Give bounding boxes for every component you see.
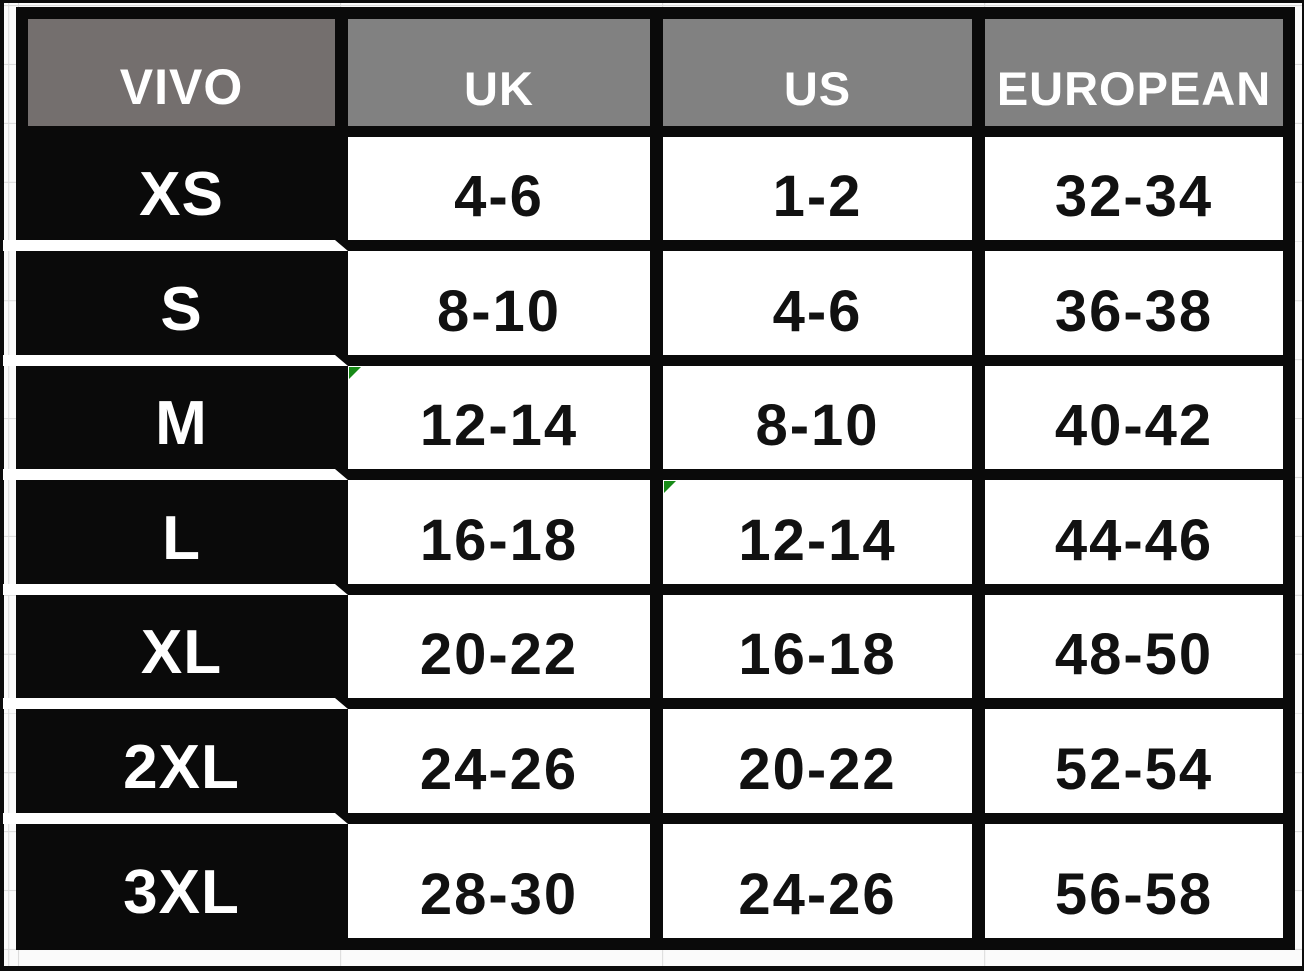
size-value-text: 36-38 — [1054, 278, 1214, 344]
row-size-label: M — [3, 365, 348, 481]
size-value-cell: 52-54 — [985, 709, 1283, 824]
size-value-cell: 36-38 — [985, 251, 1283, 366]
size-value-text: 8-10 — [755, 393, 880, 459]
size-value-text: 16-18 — [419, 507, 579, 573]
size-value-text: 44-46 — [1054, 507, 1214, 573]
size-value-text: 32-34 — [1054, 164, 1214, 230]
size-value-cell: 40-42 — [985, 365, 1283, 481]
column-header-label: EUROPEAN — [996, 62, 1272, 115]
column-header-european: EUROPEAN — [985, 19, 1283, 137]
size-value-cell: 48-50 — [985, 594, 1283, 710]
size-label-text: M — [155, 389, 208, 459]
size-value-text: 40-42 — [1054, 393, 1214, 459]
size-value-cell: 20-22 — [663, 709, 985, 824]
size-value-text: 48-50 — [1054, 622, 1214, 688]
size-label-text: 2XL — [123, 732, 240, 802]
size-chart-table: VIVO UK US EUROPEAN XS 4-6 1-2 32-34 S 8-10 4-… — [3, 7, 1295, 950]
size-value-cell: 12-14 — [348, 365, 663, 481]
size-value-text: 12-14 — [419, 393, 579, 459]
size-value-text: 20-22 — [738, 736, 897, 802]
size-value-text: 8-10 — [436, 278, 562, 344]
size-value-cell: 56-58 — [985, 823, 1283, 938]
size-value-text: 4-6 — [454, 164, 544, 230]
size-value-cell: 1-2 — [663, 137, 985, 252]
size-value-cell: 8-10 — [663, 365, 985, 481]
size-label-text: 3XL — [123, 858, 240, 927]
row-size-label: L — [3, 480, 348, 596]
size-value-cell: 24-26 — [348, 709, 663, 824]
row-size-label: S — [3, 251, 348, 367]
size-value-cell: 44-46 — [985, 480, 1283, 595]
size-label-text: S — [160, 274, 203, 344]
error-marker-icon — [349, 366, 361, 379]
size-label-text: XS — [139, 160, 224, 230]
size-value-cell: 28-30 — [348, 823, 663, 938]
size-value-text: 4-6 — [772, 278, 863, 344]
size-value-cell: 16-18 — [348, 480, 663, 595]
size-value-text: 28-30 — [419, 862, 579, 927]
error-marker-icon — [664, 481, 676, 494]
row-size-label: XL — [3, 594, 348, 710]
row-size-label: 3XL — [28, 823, 348, 938]
size-value-cell: 4-6 — [663, 251, 985, 366]
size-value-text: 56-58 — [1054, 862, 1214, 927]
column-header-label: US — [783, 62, 852, 115]
size-value-cell: 16-18 — [663, 594, 985, 710]
row-size-label: XS — [3, 137, 348, 252]
size-value-cell: 20-22 — [348, 594, 663, 710]
size-value-cell: 8-10 — [348, 251, 663, 366]
size-value-text: 16-18 — [738, 622, 897, 688]
size-value-text: 24-26 — [419, 736, 579, 802]
size-value-text: 12-14 — [738, 507, 897, 573]
size-label-text: L — [162, 503, 201, 573]
size-value-cell: 12-14 — [663, 480, 985, 595]
column-header-label: VIVO — [119, 59, 244, 115]
column-header-label: UK — [464, 62, 534, 115]
column-header-vivo: VIVO — [28, 19, 348, 137]
size-value-text: 20-22 — [419, 622, 579, 688]
column-header-us: US — [663, 19, 985, 137]
size-value-text: 1-2 — [772, 164, 863, 230]
size-value-text: 24-26 — [738, 862, 897, 927]
column-header-uk: UK — [348, 19, 663, 137]
size-label-text: XL — [140, 618, 223, 688]
size-value-cell: 32-34 — [985, 137, 1283, 252]
row-size-label: 2XL — [3, 709, 348, 824]
size-value-text: 52-54 — [1054, 736, 1214, 802]
size-value-cell: 24-26 — [663, 823, 985, 938]
size-value-cell: 4-6 — [348, 137, 663, 252]
